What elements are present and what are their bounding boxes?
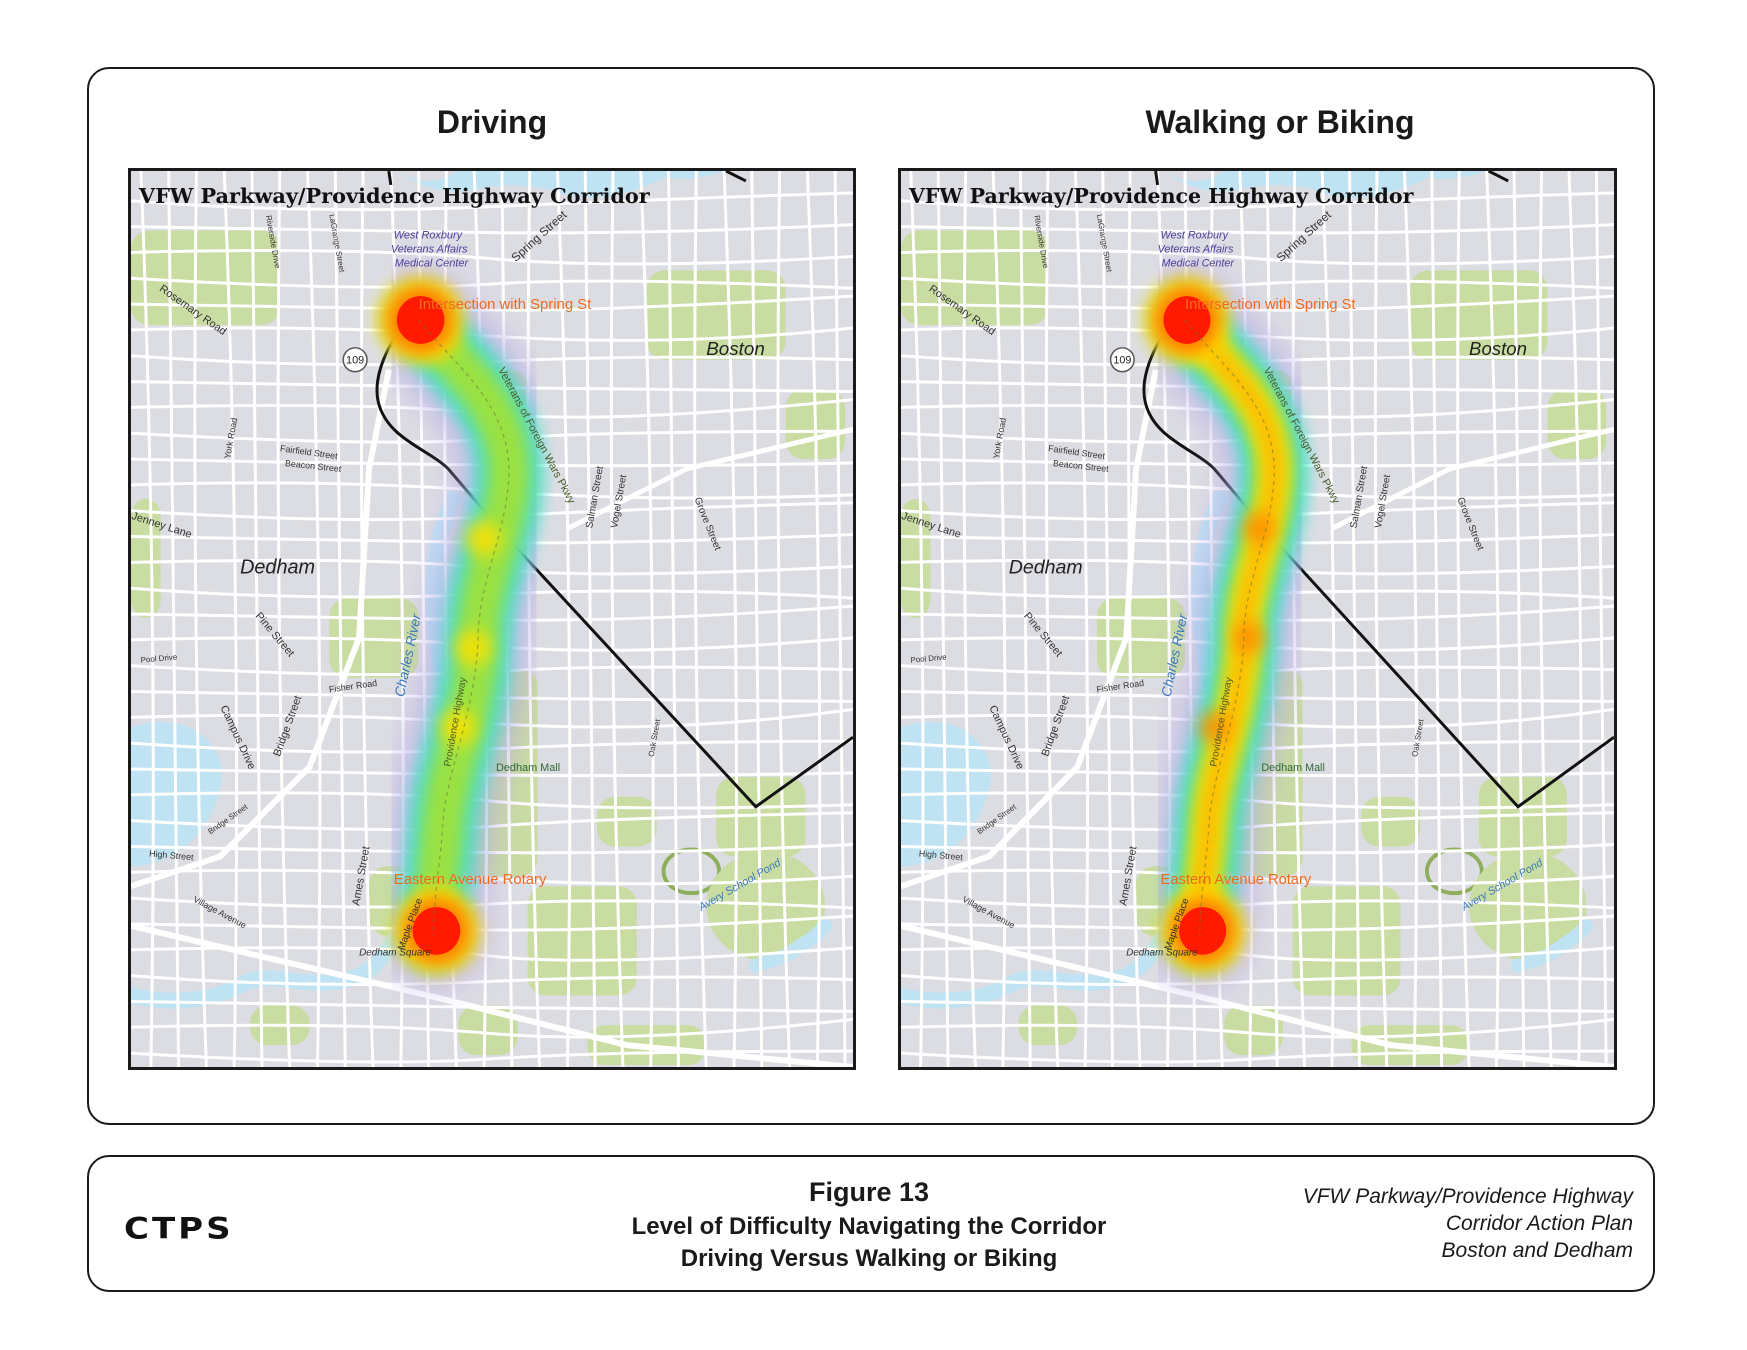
ctps-logo: CTPS [124,1212,234,1246]
map-walking-biking: 109 VFW Parkway/Providence Highway Corrid… [898,168,1617,1070]
route-109-label: 109 [1113,355,1131,367]
route-109-shield: 109 [342,347,368,373]
major-road-109 [901,369,1159,890]
heat-peak-spring-st [1163,296,1211,344]
panel-title-walking: Walking or Biking [1145,104,1415,140]
map-label-square: Dedham Square [359,948,432,959]
corridor-centerline [1184,319,1275,936]
map-label-mall: Dedham Mall [1261,762,1324,774]
major-road-east [1330,426,1614,531]
map-label-high: High Street [918,848,963,862]
water-north [1165,171,1489,198]
panel-title-driving: Driving [436,104,548,140]
difficulty-heatmap [364,265,564,991]
map-label-dedham: Dedham [240,556,315,578]
heat-hotspot [455,629,492,666]
map-label-mall: Dedham Mall [496,762,560,774]
map-label-square: Dedham Square [1126,948,1198,959]
map-label-boston: Boston [706,338,765,359]
major-road-east [566,426,853,531]
project-line-1: VFW Parkway/Providence Highway [1302,1185,1633,1208]
map-label-boston: Boston [1469,338,1527,359]
heat-peak-rotary [1179,907,1227,955]
street-network [901,171,1614,1067]
route-109-shield: 109 [1109,347,1135,373]
major-road-high-street [901,923,1614,1067]
project-name: VFW Parkway/Providence Highway Corridor … [1303,1183,1633,1264]
map-label-pool: Pool Drive [140,652,178,664]
map-title: VFW Parkway/Providence Highway Corridor [138,183,651,208]
corridor-centerline [418,319,510,936]
difficulty-heatmap [1131,265,1329,991]
figure-title: Level of Difficulty Navigating the Corri… [529,1211,1209,1275]
map-label-rotary: Eastern Avenue Rotary [1161,872,1312,888]
map-label-high: High Street [149,848,195,862]
map-label-pool: Pool Drive [910,652,947,664]
park-area [1361,796,1421,847]
major-road-high-street [131,923,853,1067]
route-109-label: 109 [346,355,364,367]
figure-title-line-1: Level of Difficulty Navigating the Corri… [631,1213,1107,1240]
heat-hotspot [1242,512,1275,545]
park-area [527,886,637,996]
water-north [398,171,727,198]
heat-hotspot [1233,621,1265,654]
map-canvas: 109 VFW Parkway/Providence Highway Corrid… [131,171,853,1067]
project-line-3: Boston and Dedham [1441,1239,1633,1262]
map-title: VFW Parkway/Providence Highway Corridor [908,184,1415,208]
park-area [1292,886,1401,996]
heat-hotspot [1198,711,1231,744]
map-label-va_line3: Medical Center [1162,257,1235,269]
map-driving: 109 VFW Parkway/Providence Highway Corrid… [128,168,856,1070]
heat-peak-rotary [412,907,461,955]
map-label-dedham: Dedham [1009,556,1083,578]
figure-number: Figure 13 [808,1177,930,1207]
major-road-109 [131,369,392,890]
map-label-va_line1: West Roxbury [394,230,463,242]
park-area [458,1005,518,1056]
map-canvas: 109 VFW Parkway/Providence Highway Corrid… [901,171,1614,1067]
map-label-rotary: Eastern Avenue Rotary [394,872,547,888]
park-area [597,796,657,847]
heat-hotspot [465,520,501,557]
map-label-va_line3: Medical Center [395,257,469,269]
map-label-intersection: Intersection with Spring St [1185,297,1356,313]
project-line-2: Corridor Action Plan [1445,1212,1633,1235]
heat-hotspot [440,709,477,746]
map-label-va_line2: Veterans Affairs [1158,243,1234,255]
figure-title-line-2: Driving Versus Walking or Biking [680,1245,1058,1272]
map-label-intersection: Intersection with Spring St [419,297,593,313]
map-label-va_line1: West Roxbury [1161,229,1229,241]
heat-peak-spring-st [396,296,445,344]
figure-frame [87,67,1655,1125]
figure-caption-box: CTPS Figure 13 Level of Difficulty Navig… [87,1155,1655,1292]
map-label-va_line2: Veterans Affairs [391,243,468,255]
park-area [1224,1005,1283,1056]
